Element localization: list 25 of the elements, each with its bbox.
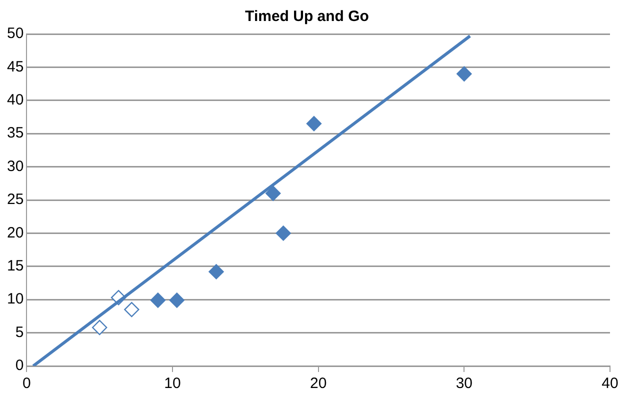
- x-tick-label: 30: [456, 375, 473, 392]
- y-tick-label: 45: [6, 58, 24, 76]
- point: [169, 292, 184, 308]
- y-tick-label: 35: [6, 124, 24, 142]
- x-tick-label: 20: [310, 375, 327, 392]
- point: [456, 66, 472, 82]
- point: [150, 292, 166, 308]
- point: [306, 116, 322, 132]
- y-tick-label: 10: [6, 290, 24, 308]
- y-tick-label: 5: [15, 324, 24, 341]
- x-tick-label: 40: [602, 375, 618, 392]
- y-tick-label: 0: [15, 357, 24, 374]
- y-tick-label: 50: [6, 25, 24, 42]
- y-tick-label: 15: [6, 258, 24, 275]
- y-tick-label: 30: [6, 158, 24, 175]
- point: [208, 264, 224, 280]
- point: [124, 302, 140, 318]
- chart-title: Timed Up and Go: [245, 8, 369, 26]
- y-tick-label: 40: [6, 92, 24, 109]
- point: [276, 226, 291, 241]
- y-tick-label: 25: [6, 191, 24, 208]
- point: [266, 186, 281, 201]
- y-tick-label: 20: [6, 224, 24, 242]
- point: [92, 320, 108, 336]
- x-tick-label: 10: [164, 375, 181, 392]
